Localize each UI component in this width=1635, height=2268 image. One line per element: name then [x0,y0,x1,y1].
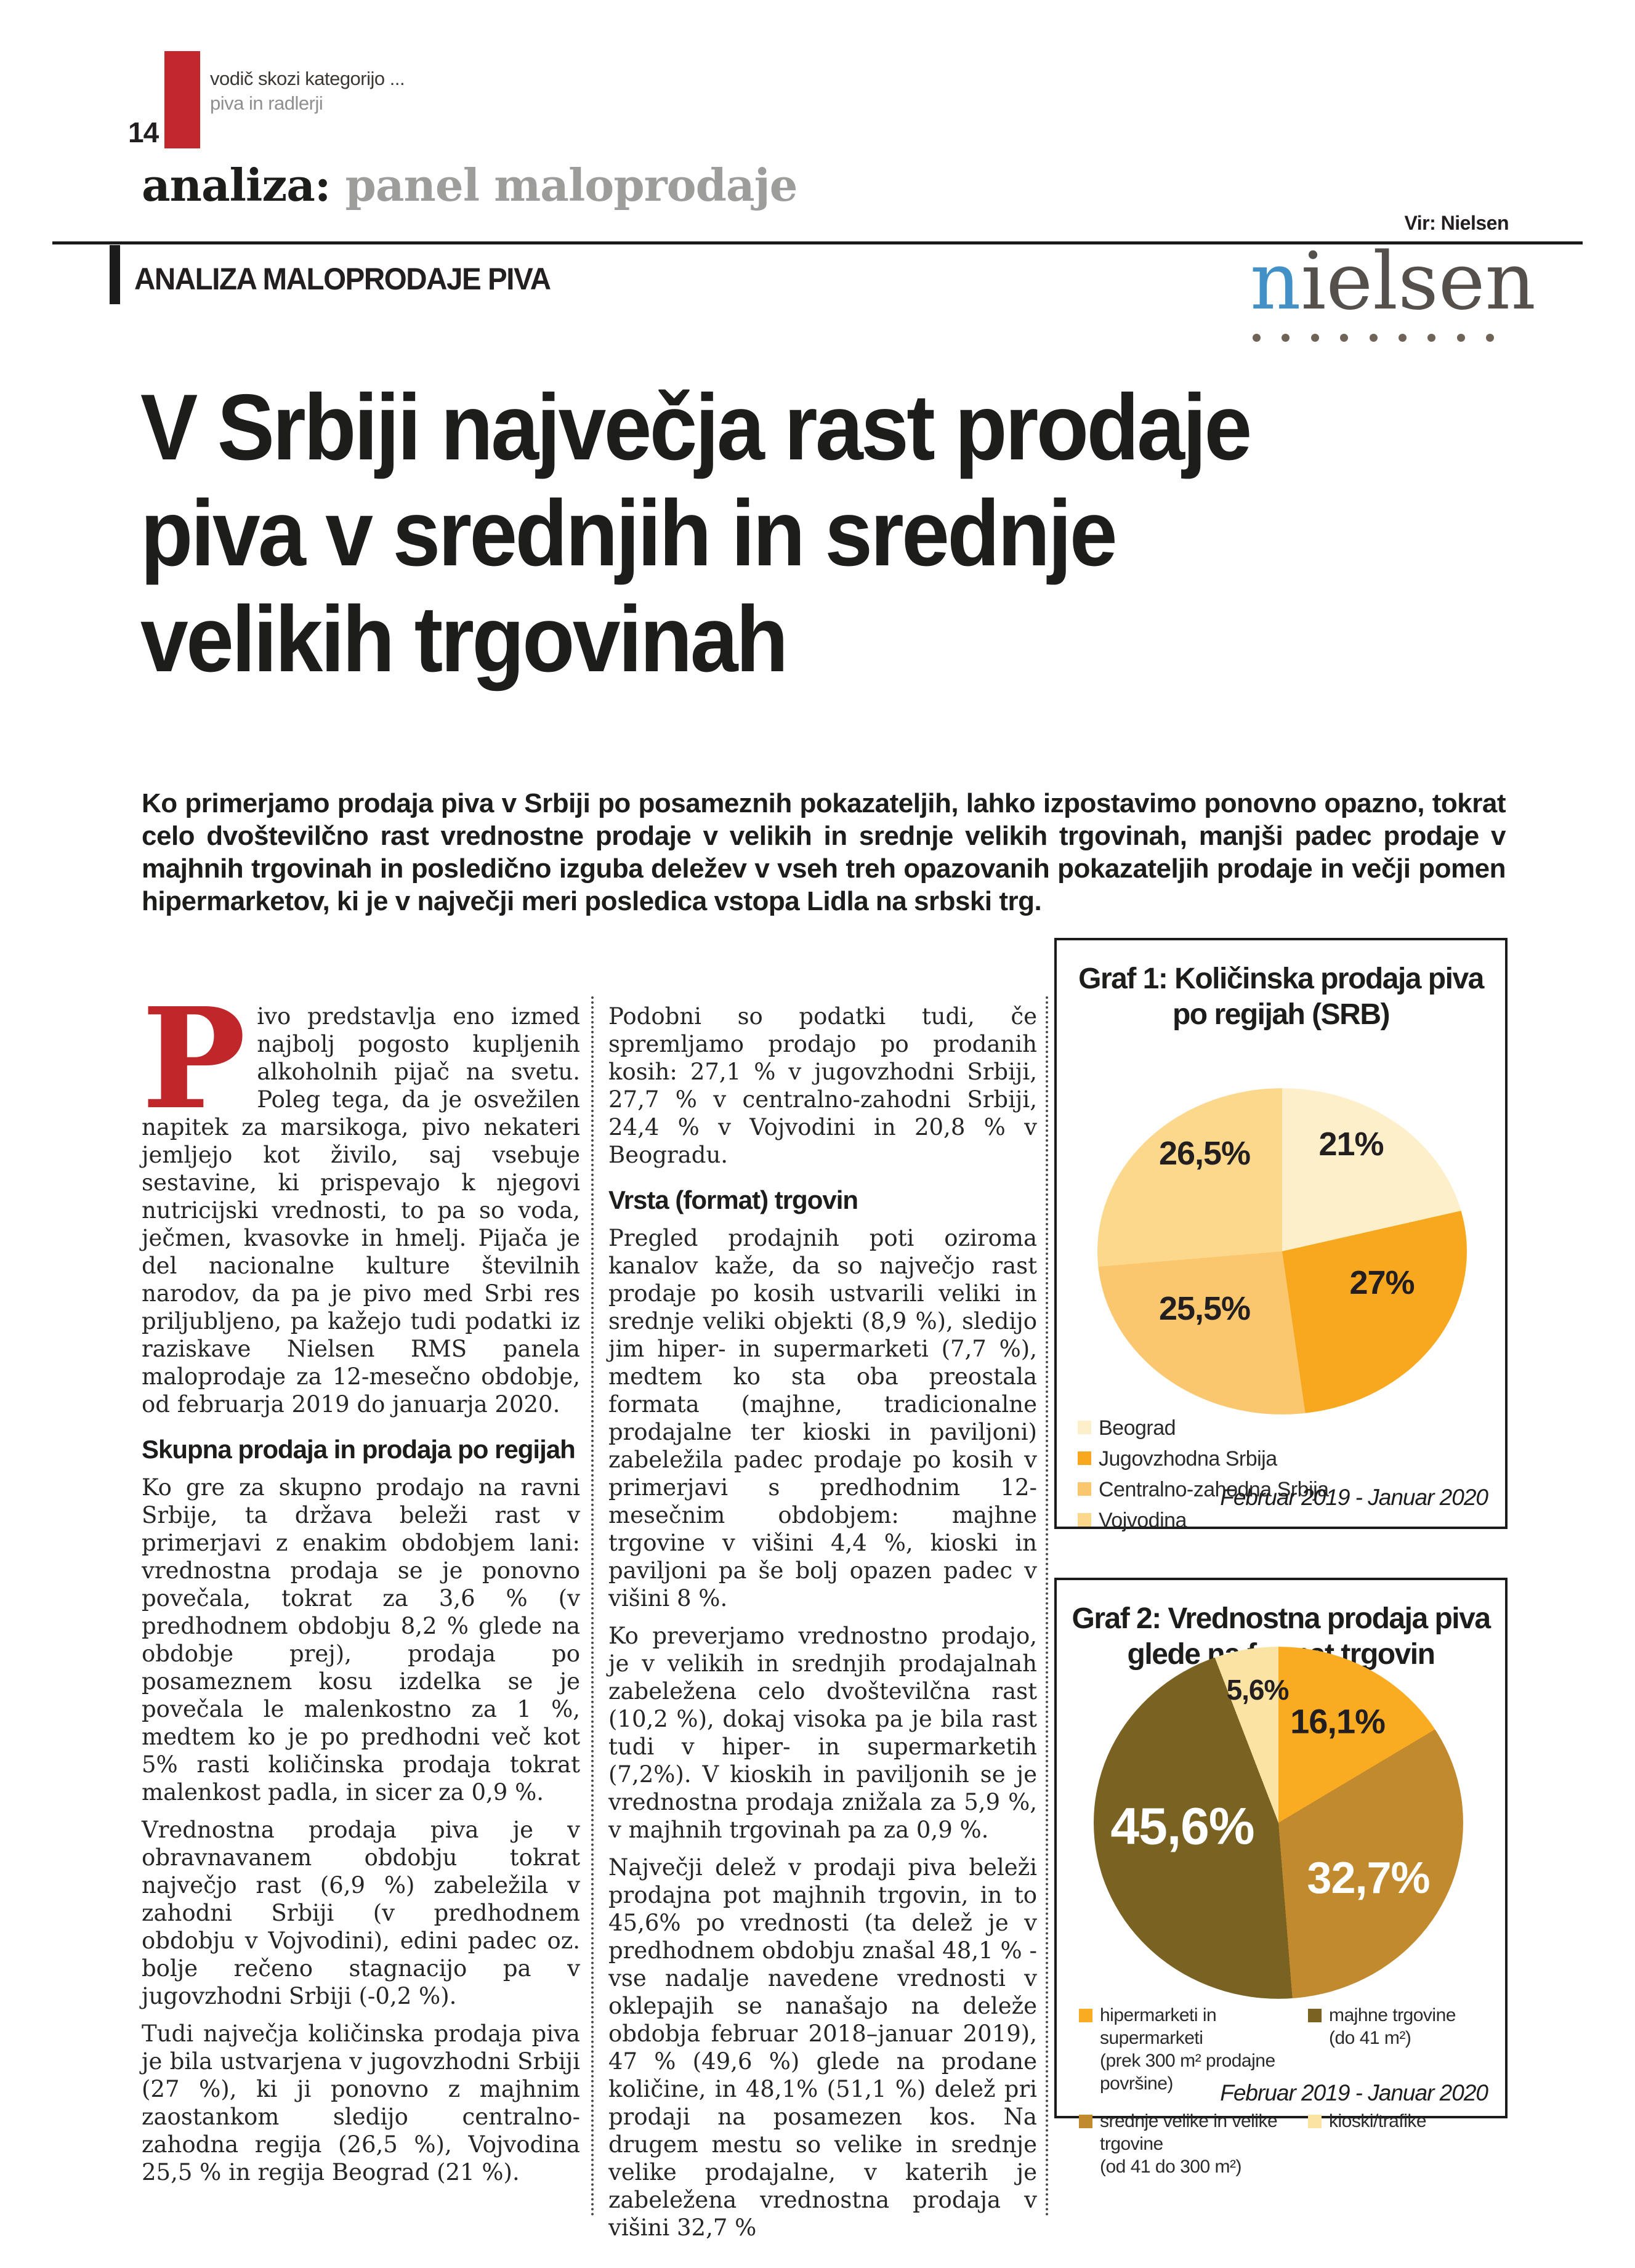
section-title-gray: panel maloprodaje [330,159,798,211]
legend-label: Centralno-zahodna Srbija [1099,1478,1329,1501]
headline-line1: V Srbiji največja rast prodaje [140,375,1252,480]
graf1-legend: Beograd Jugovzhodna Srbija Centralno-zahod… [1078,1416,1329,1539]
paragraph: Ko gre za skupno prodajo na ravni Srbije… [142,1474,580,1806]
legend-label: Beograd [1099,1416,1176,1440]
pie-slice-label: 26,5% [1158,1135,1251,1172]
paragraph: Podobni so podatki tudi, če spremljamo p… [608,1003,1037,1168]
kicker: vodič skozi kategorijo ... piva in radle… [210,67,405,116]
legend-label: hipermarketi in supermarketi (prek 300 m²… [1100,2004,1308,2095]
graf1-title: Graf 1: Količinska prodaja piva po regij… [1078,962,1484,1031]
nielsen-logo-n: n [1250,236,1301,328]
dropcap: P [142,978,246,1140]
headline: V Srbiji največja rast prodaje piva v sr… [140,374,1528,692]
paragraph-text: ivo predstavlja eno izmed najbolj pogost… [142,1003,580,1418]
kicker-line2: piva in radlerji [210,92,323,114]
legend-item: Jugovzhodna Srbija [1078,1447,1329,1471]
graf1-box: Graf 1: Količinska prodaja piva po regij… [1054,938,1508,1532]
graf2-period: Februar 2019 - Januar 2020 [1220,2080,1488,2105]
pie-shape [1097,1088,1467,1414]
legend-swatch [1078,1513,1091,1527]
pie-slice-label: 32,7% [1307,1854,1430,1903]
legend-label: kioski/trafike [1329,2111,1427,2131]
lead-paragraph: Ko primerjamo prodaja piva v Srbiji po p… [142,788,1506,916]
paragraph: Ko preverjamo vrednostno prodajo, je v v… [608,1623,1037,1843]
kicker-line1: vodič skozi kategorijo ... [210,68,405,89]
source-credit: Vir: Nielsen [1404,212,1509,234]
graf1-pie-chart [1097,1088,1467,1414]
legend-swatch [1079,2009,1092,2022]
eyebrow-bar [110,245,120,304]
subhead-regions: Skupna prodaja in prodaja po regijah [142,1435,576,1464]
graf1-slice-labels: 21% 27% 25,5% 26,5% [1057,940,1505,1527]
nielsen-logo-rest: ielsen [1301,236,1536,328]
legend-item: srednje velike in velike trgovine (od 41 … [1079,2110,1308,2178]
paragraph: Pregled prodajnih poti oziroma kanalov k… [608,1225,1037,1612]
pie-slice-label: 45,6% [1110,1797,1254,1855]
legend-label: majhne trgovine (do 41 m²) [1329,2005,1456,2048]
graf2-title: Graf 2: Vrednostna prodaja piva glede na… [1072,1602,1491,1671]
legend-sublabel: (prek 300 m² prodajne površine) [1100,2051,1275,2094]
column-separator-dotted [591,996,594,2217]
legend-item: Vojvodina [1078,1508,1329,1533]
legend-swatch [1078,1421,1091,1434]
legend-item: Beograd [1078,1416,1329,1440]
legend-sublabel: (do 41 m²) [1329,2028,1411,2048]
legend-swatch [1078,1451,1091,1465]
paragraph: Tudi največja količinska prodaja piva je… [142,2020,580,2185]
graf2-pie-chart [1094,1647,1463,1999]
pie-slice-label: 21% [1318,1126,1384,1163]
legend-swatch [1308,2115,1322,2128]
masthead-red-rectangle [164,51,200,148]
article-eyebrow: ANALIZA MALOPRODAJE PIVA [134,262,551,296]
section-title: analiza: panel maloprodaje [142,159,798,211]
legend-swatch [1308,2009,1322,2022]
headline-line2: piva v srednjih in srednje [140,481,1118,586]
page-number: 14 [128,116,159,148]
graf1-period: Februar 2019 - Januar 2020 [1220,1485,1488,1510]
headline-line3: velikih trgovinah [140,587,788,692]
legend-label: Vojvodina [1099,1509,1187,1532]
legend-item: kioski/trafike [1308,2110,1488,2178]
legend-label: Jugovzhodna Srbija [1099,1447,1277,1471]
graf2-box: Graf 2: Vrednostna prodaja piva glede na… [1054,1578,1508,2177]
pie-slice-label: 25,5% [1158,1290,1251,1327]
legend-swatch [1078,1482,1091,1496]
legend-swatch [1079,2115,1092,2128]
graf2-slice-labels: 16,1% 32,7% 45,6% 5,6% [1057,1580,1505,2116]
section-title-black: analiza: [142,159,331,211]
graf2-legend: hipermarketi in supermarketi (prek 300 m²… [1079,2004,1488,2178]
pie-shape [1094,1647,1463,1999]
nielsen-logo-dots [1253,334,1494,342]
legend-item: Centralno-zahodna Srbija [1078,1477,1329,1502]
pie-slice-label: 16,1% [1290,1701,1386,1741]
column-separator-dotted [1046,996,1048,2217]
legend-sublabel: (od 41 do 300 m²) [1100,2157,1241,2177]
pie-slice-label: 27% [1349,1264,1415,1301]
legend-item: majhne trgovine (do 41 m²) [1308,2004,1488,2095]
pie-slice-label: 5,6% [1226,1674,1290,1706]
legend-label: srednje velike in velike trgovine (od 41 … [1100,2110,1308,2178]
horizontal-rule [52,241,1583,244]
paragraph: Vrednostna prodaja piva je v obravnavane… [142,1817,580,2009]
subhead-store-format: Vrsta (format) trgovin [608,1185,858,1214]
legend-item: hipermarketi in supermarketi (prek 300 m²… [1079,2004,1308,2095]
nielsen-logo: nielsen [1250,243,1536,321]
body-column-2: Podobni so podatki tudi, če spremljamo p… [608,1003,1037,2251]
paragraph: Največji delež v prodaji piva beleži pro… [608,1854,1037,2241]
